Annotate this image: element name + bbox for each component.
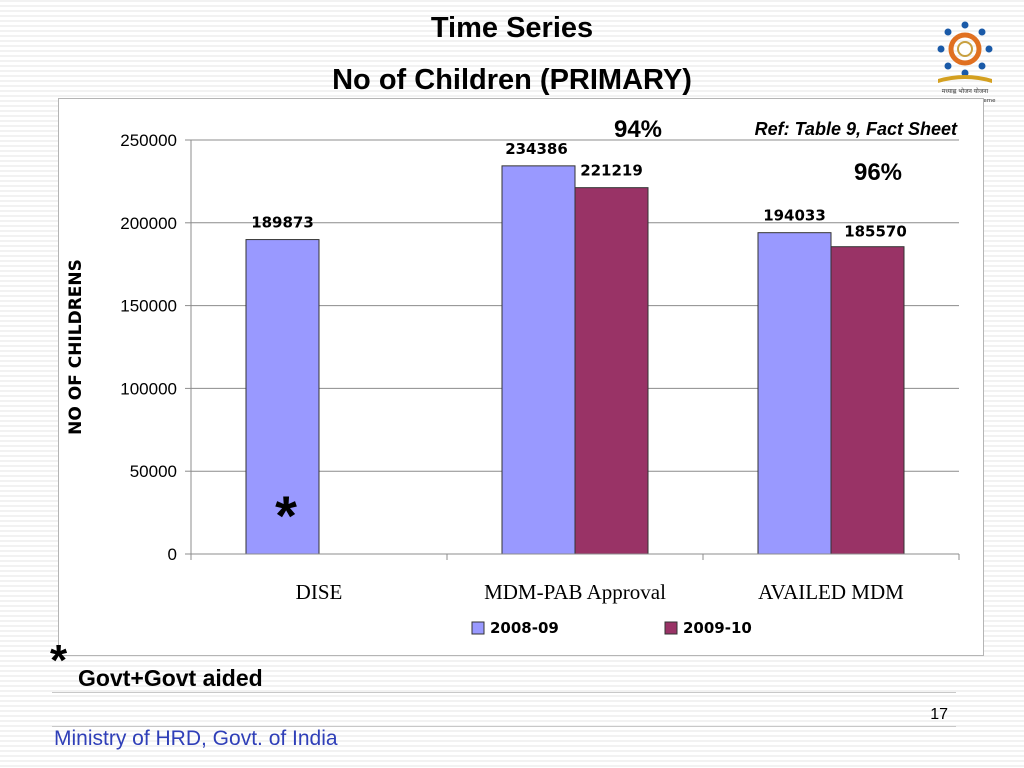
bar-2009-10-mdm-pab-approval [574, 187, 649, 555]
chart-frame: 0 50000 100000 150000 200000 250000 189873 2343… [58, 98, 984, 656]
bar-2008-09-dise [245, 239, 320, 555]
page-number: 17 [930, 706, 948, 723]
logo-emblem-icon [937, 21, 993, 83]
reference-note: Ref: Table 9, Fact Sheet [755, 119, 958, 139]
category-label: DISE [296, 580, 343, 604]
y-axis-title: NO OF CHILDRENS [66, 259, 86, 435]
bar-2009-10-availed-mdm [830, 246, 905, 555]
y-tick-label: 0 [168, 545, 177, 564]
axes [185, 139, 960, 560]
slide-subtitle: No of Children (PRIMARY) [332, 64, 692, 96]
y-tick-label: 200000 [120, 214, 177, 233]
footnote-marker: * [50, 636, 68, 685]
bar-2008-09-availed-mdm [757, 232, 832, 555]
footer-text: Ministry of HRD, Govt. of India [54, 727, 338, 750]
mid-day-meal-logo: मध्याह्न भोजन योजना Mid Day Meal Scheme [934, 21, 996, 104]
legend-label: 2009-10 [683, 619, 752, 637]
data-label: 194033 [763, 207, 826, 225]
category-label: AVAILED MDM [758, 580, 904, 604]
y-tick-label: 150000 [120, 297, 177, 316]
labels: 0 50000 100000 150000 200000 250000 189873 2343… [66, 116, 958, 604]
bar-chart: 0 50000 100000 150000 200000 250000 189873 2343… [66, 116, 960, 637]
footnote-text: Govt+Govt aided [78, 665, 263, 691]
legend-swatch [664, 621, 678, 635]
footer-divider-top [52, 692, 956, 693]
legend-label: 2008-09 [490, 619, 559, 637]
percent-annotation-availed: 96% [854, 159, 902, 186]
bars [245, 165, 905, 555]
category-label: MDM-PAB Approval [484, 580, 666, 604]
data-label: 185570 [844, 223, 907, 241]
y-tick-label: 100000 [120, 379, 177, 398]
legend: 2008-09 2009-10 [471, 619, 752, 637]
slide-title: Time Series [430, 12, 594, 44]
y-tick-label: 250000 [120, 131, 177, 150]
data-label: 221219 [580, 162, 643, 180]
y-tick-label: 50000 [130, 462, 177, 481]
data-label: 189873 [251, 214, 314, 232]
data-label: 234386 [505, 140, 568, 158]
logo-caption: मध्याह्न भोजन योजना [942, 87, 989, 95]
legend-swatch [471, 621, 485, 635]
footer-divider-bottom [52, 726, 956, 727]
missing-value-marker: * [275, 484, 297, 547]
percent-annotation-mdm: 94% [614, 116, 662, 143]
bar-2008-09-mdm-pab-approval [501, 165, 576, 555]
